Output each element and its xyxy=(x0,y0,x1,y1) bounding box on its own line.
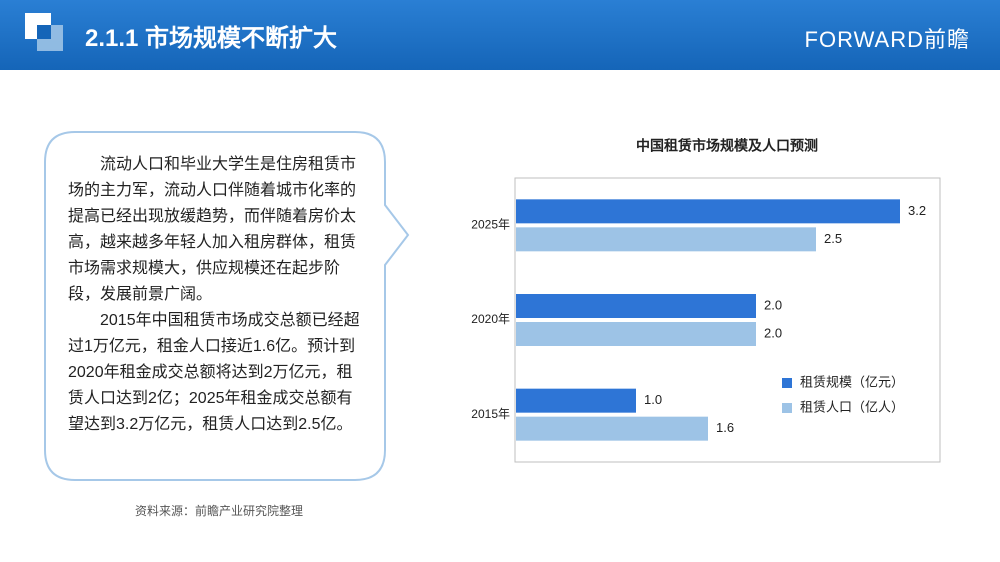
y-tick-label: 2025年 xyxy=(471,218,510,232)
value-label: 2.5 xyxy=(824,231,842,246)
value-label: 2.0 xyxy=(764,325,782,340)
bar xyxy=(516,416,708,441)
legend-label: 租赁规模（亿元） xyxy=(800,374,904,389)
bar xyxy=(516,294,756,318)
chart-title: 中国租赁市场规模及人口预测 xyxy=(636,138,818,154)
source-note: 资料来源：前瞻产业研究院整理 xyxy=(135,504,304,518)
value-label: 3.2 xyxy=(908,203,926,218)
paragraph: 流动人口和毕业大学生是住房租赁市场的主力军，流动人口伴随着城市化率的提高已经出现… xyxy=(68,156,357,303)
text-box: 流动人口和毕业大学生是住房租赁市场的主力军，流动人口伴随着城市化率的提高已经出现… xyxy=(68,152,360,438)
plot-frame xyxy=(514,177,941,463)
slide-title: 2.1.1 市场规模不断扩大 xyxy=(85,25,338,52)
header-bar: 2.1.1 市场规模不断扩大 FORWARD前瞻 xyxy=(0,0,1000,70)
y-tick-label: 2015年 xyxy=(471,407,510,421)
bar xyxy=(516,322,756,346)
value-label: 2.0 xyxy=(764,297,782,312)
speech-bubble xyxy=(44,131,410,481)
bar xyxy=(516,227,816,252)
legend-label: 租赁人口（亿人） xyxy=(800,399,904,414)
y-tick-label: 2020年 xyxy=(471,312,510,326)
logo: FORWARD前瞻 xyxy=(804,27,970,52)
paragraph: 2015年中国租赁市场成交总额已经超过1万亿元，租金人口接近1.6亿。预计到20… xyxy=(68,312,360,433)
bar xyxy=(516,199,900,224)
icon xyxy=(25,13,63,51)
legend-swatch xyxy=(782,403,792,413)
value-label: 1.0 xyxy=(644,392,662,407)
bar xyxy=(516,388,636,413)
legend-swatch xyxy=(782,378,792,388)
value-label: 1.6 xyxy=(716,420,734,435)
